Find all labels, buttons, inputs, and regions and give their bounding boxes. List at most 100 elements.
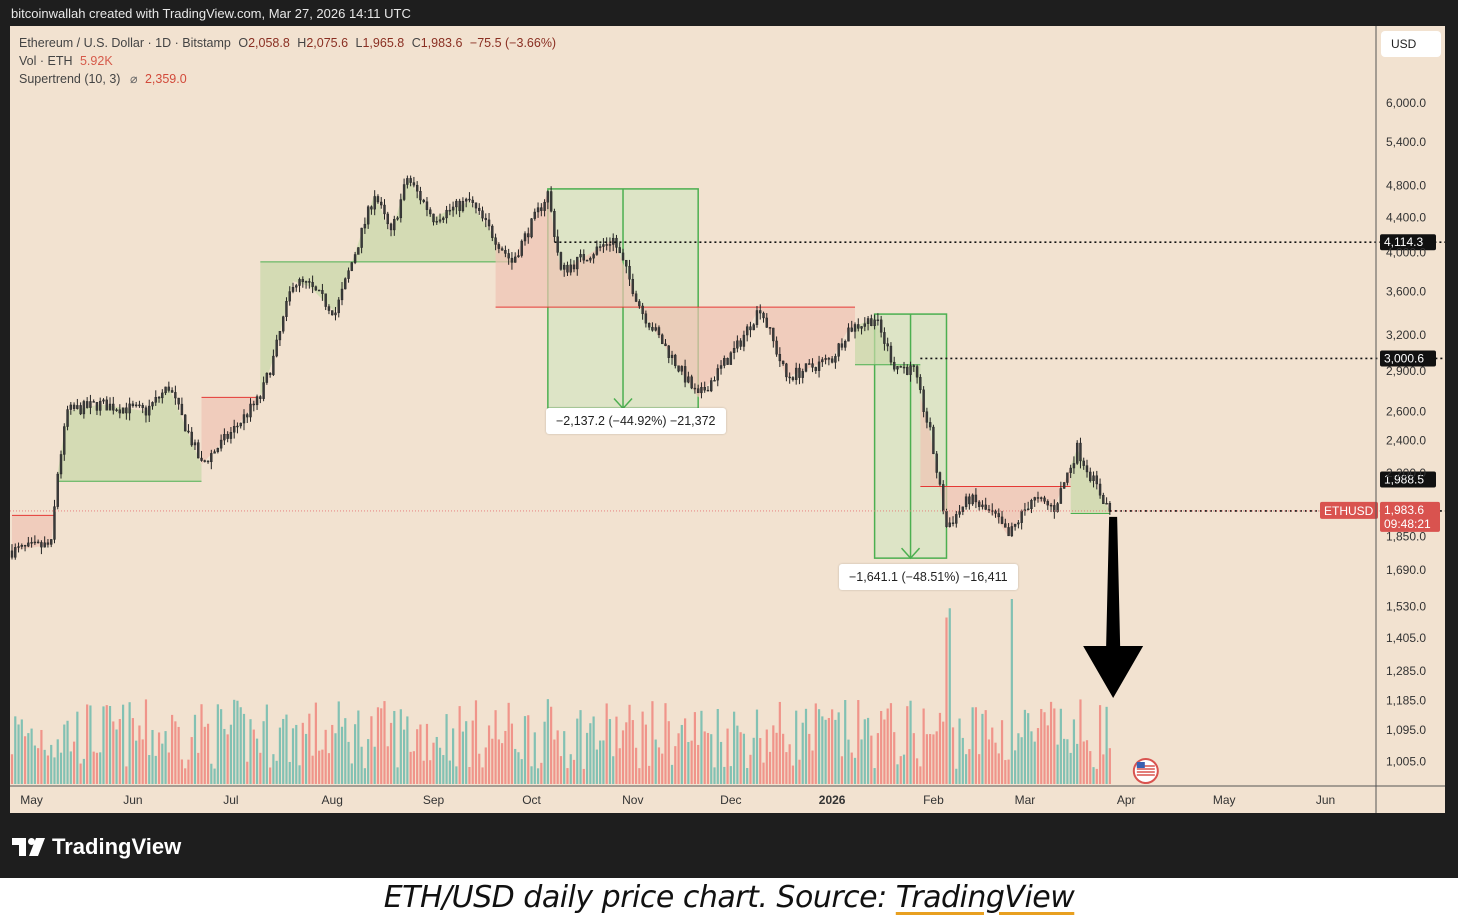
candle-body bbox=[288, 291, 291, 302]
volume-bar bbox=[105, 705, 108, 784]
x-tick-label: Dec bbox=[720, 793, 741, 807]
volume-bar bbox=[670, 764, 674, 784]
x-tick-label: Jul bbox=[223, 793, 238, 807]
candle-body bbox=[494, 237, 497, 245]
volume-bar bbox=[422, 760, 425, 784]
volume-bar bbox=[46, 755, 50, 784]
volume-value: 5.92K bbox=[79, 54, 113, 68]
y-tick-label: 3,200.0 bbox=[1386, 328, 1426, 342]
x-tick-label: 2026 bbox=[819, 793, 846, 807]
candle-body bbox=[1020, 510, 1023, 523]
candle-body bbox=[102, 399, 105, 402]
volume-bar bbox=[200, 704, 203, 784]
currency-button[interactable]: USD bbox=[1381, 31, 1441, 57]
candle-body bbox=[314, 286, 318, 291]
volume-bar bbox=[99, 752, 102, 784]
chart-area[interactable]: 4,114.3 3,000.6 1,988.5 1,983.6 09:48:21 ETHU… bbox=[10, 26, 1445, 813]
tradingview-logo[interactable]: TradingView bbox=[12, 834, 181, 860]
volume-bar bbox=[1072, 719, 1076, 784]
volume-bar bbox=[308, 713, 311, 784]
supertrend-fill bbox=[201, 397, 258, 465]
volume-bar bbox=[82, 758, 85, 784]
candle-body bbox=[889, 345, 893, 363]
price-axis-bg bbox=[1376, 26, 1445, 813]
volume-bar bbox=[223, 728, 226, 784]
volume-bar bbox=[661, 753, 664, 784]
volume-bar bbox=[785, 752, 788, 784]
volume-bar bbox=[782, 733, 785, 784]
candle-body bbox=[1007, 527, 1010, 537]
volume-bar bbox=[278, 727, 282, 784]
supertrend-fill bbox=[57, 386, 202, 482]
volume-bar bbox=[814, 703, 817, 784]
candle-body bbox=[932, 426, 935, 455]
volume-bar bbox=[1098, 705, 1102, 784]
y-tick-label: 1,850.0 bbox=[1386, 530, 1426, 544]
candle-body bbox=[1069, 467, 1072, 473]
candle-body bbox=[455, 200, 458, 208]
candle-body bbox=[1066, 472, 1069, 483]
volume-bar bbox=[452, 728, 455, 784]
volume-bar bbox=[154, 755, 157, 784]
volume-bar bbox=[216, 704, 219, 784]
candle-body bbox=[226, 434, 229, 439]
price-tag-red-countdown: 09:48:21 bbox=[1384, 517, 1431, 531]
candle-body bbox=[344, 278, 347, 290]
y-tick-label: 4,000.0 bbox=[1386, 246, 1426, 260]
volume-bar bbox=[987, 739, 991, 784]
candle-body bbox=[246, 414, 249, 418]
candle-body bbox=[40, 542, 43, 548]
volume-bar bbox=[997, 753, 1000, 784]
candle-body bbox=[510, 257, 514, 263]
candle-body bbox=[644, 313, 648, 324]
volume-bar bbox=[693, 712, 697, 784]
volume-bar bbox=[550, 706, 553, 784]
volume-bar bbox=[599, 740, 602, 784]
candle-body bbox=[876, 319, 880, 322]
candle-body bbox=[1082, 460, 1085, 466]
volume-bar bbox=[265, 704, 268, 784]
candle-body bbox=[262, 382, 265, 399]
volume-bar bbox=[1014, 750, 1017, 784]
candle-body bbox=[680, 366, 684, 372]
candle-body bbox=[948, 522, 951, 527]
volume-bar bbox=[742, 733, 746, 784]
chart-canvas[interactable]: 4,114.33,000.61,988.51,983.609:48:21ETHU… bbox=[10, 26, 1445, 813]
candle-body bbox=[964, 496, 968, 508]
candle-body bbox=[922, 389, 925, 412]
y-tick-label: 1,095.0 bbox=[1386, 723, 1426, 737]
candle-body bbox=[33, 541, 37, 544]
candle-body bbox=[164, 386, 167, 394]
volume-bar bbox=[768, 751, 772, 784]
candle-body bbox=[170, 390, 174, 393]
price-tag-red-label: 1,983.6 bbox=[1384, 503, 1424, 517]
candle-body bbox=[79, 405, 82, 415]
volume-bar bbox=[736, 725, 739, 784]
candle-body bbox=[1079, 442, 1082, 462]
candle-body bbox=[242, 414, 246, 424]
candle-body bbox=[1017, 522, 1020, 525]
low-value: 1,965.8 bbox=[362, 36, 405, 50]
volume-bar bbox=[331, 724, 334, 784]
volume-bar bbox=[994, 742, 997, 784]
open-label: O bbox=[238, 36, 249, 50]
candle-body bbox=[380, 201, 383, 206]
candle-body bbox=[445, 209, 448, 219]
volume-bar bbox=[559, 756, 563, 784]
candle-body bbox=[383, 204, 386, 215]
candle-body bbox=[857, 324, 860, 329]
candle-body bbox=[595, 246, 599, 255]
legend-volume-row: Vol · ETH 5.92K bbox=[19, 52, 556, 70]
caption-source-link[interactable]: TradingView bbox=[895, 880, 1075, 915]
candle-body bbox=[556, 236, 559, 253]
candle-body bbox=[736, 340, 739, 349]
candle-body bbox=[781, 360, 785, 365]
volume-bar bbox=[1036, 728, 1040, 784]
candle-body bbox=[167, 386, 171, 391]
candle-body bbox=[896, 366, 899, 370]
candle-body bbox=[174, 392, 177, 399]
volume-bar bbox=[95, 752, 99, 784]
candle-body bbox=[200, 457, 203, 461]
candle-body bbox=[566, 264, 569, 273]
volume-bar bbox=[873, 768, 876, 784]
